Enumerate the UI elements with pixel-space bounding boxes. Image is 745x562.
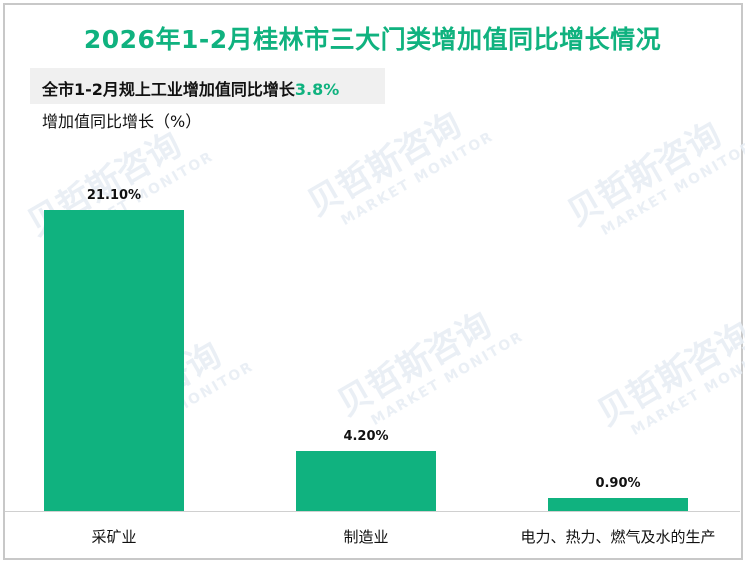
bar-0 [44,210,184,511]
y-axis-label: 增加值同比增长（%） [42,112,202,131]
bar-value-label: 21.10% [86,188,142,203]
category-label: 电力、热力、燃气及水的生产 [520,528,716,546]
summary-label: 全市1-2月规上工业增加值同比增长 [42,80,295,99]
bar-value-label: 4.20% [343,429,389,444]
category-label: 制造业 [343,528,389,546]
bar-2 [548,498,688,511]
bar-value-label: 0.90% [595,476,641,491]
chart-title: 2026年1-2月桂林市三大门类增加值同比增长情况 [83,25,662,54]
x-axis-line [5,511,740,512]
category-label: 采矿业 [91,528,137,546]
summary-box: 全市1-2月规上工业增加值同比增长3.8% [30,68,385,104]
summary-value: 3.8% [294,80,340,99]
summary-text: 全市1-2月规上工业增加值同比增长3.8% [42,76,339,100]
bar-1 [296,451,436,511]
